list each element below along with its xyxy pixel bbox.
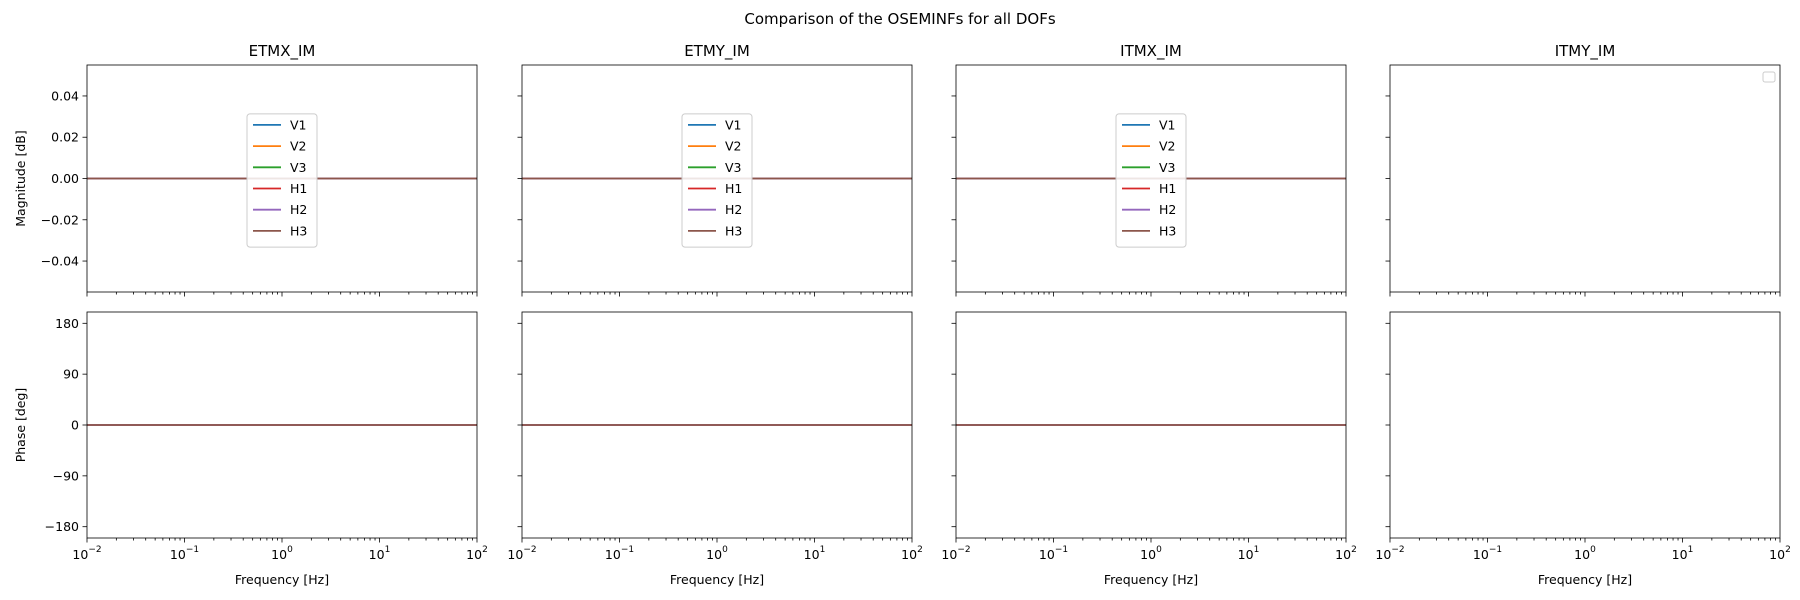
x-tick-label: 100: [1140, 545, 1162, 562]
legend-label-v2: V2: [1159, 139, 1176, 154]
x-axis-label: Frequency [Hz]: [235, 572, 329, 587]
x-tick-label: 102: [1335, 545, 1357, 562]
legend: V1 V2 V3 H1 H2 H3: [1115, 113, 1187, 248]
x-tick-label: 100: [1574, 545, 1596, 562]
x-tick-label: 101: [804, 545, 826, 562]
y-axis-label: Magnitude [dB]: [13, 130, 28, 226]
x-axis-label: Frequency [Hz]: [1104, 572, 1198, 587]
legend-label-v3: V3: [290, 160, 307, 175]
y-tick-label: −90: [53, 468, 79, 483]
panel-etmy_im: ETMY_IM V1 V2 V3 H1 H2 H3 10−2 10−1 100 101 102 Freq…: [507, 42, 922, 587]
legend-label-h3: H3: [290, 223, 307, 238]
x-tick-label: 101: [369, 545, 391, 562]
y-tick-label: 180: [55, 316, 79, 331]
axes-frame: [521, 311, 913, 539]
x-tick-label: 102: [901, 545, 923, 562]
y-tick-label: 0.04: [51, 88, 79, 103]
y-tick-label: 90: [63, 367, 79, 382]
y-tick-label: −0.04: [41, 254, 79, 269]
axes-frame: [86, 64, 478, 293]
legend-label-h2: H2: [1159, 202, 1176, 217]
legend-label-h1: H1: [290, 181, 307, 196]
legend: V1 V2 V3 H1 H2 H3: [681, 113, 753, 248]
y-tick-label: −180: [45, 519, 79, 534]
phase-axes: 10−2 10−1 100 101 102 180 90 0 −90 −180 Phase [deg…: [13, 311, 488, 587]
legend-box: [681, 113, 753, 248]
x-tick-label: 10−1: [605, 545, 634, 562]
panel-title: ITMX_IM: [1120, 42, 1182, 61]
x-axis-label: Frequency [Hz]: [670, 572, 764, 587]
x-axis-label: Frequency [Hz]: [1538, 572, 1632, 587]
x-tick-label: 10−1: [170, 545, 199, 562]
legend-label-v2: V2: [725, 139, 742, 154]
panel-etmx_im: ETMX_IM 0.04 0.02 0.00 −0.02 −0.04 Magnitude […: [13, 42, 488, 587]
axes-frame: [1389, 311, 1781, 539]
phase-axes: 10−2 10−1 100 101 102 Frequency [Hz]: [941, 311, 1357, 587]
x-tick-label: 101: [1238, 545, 1260, 562]
legend-label-h2: H2: [290, 202, 307, 217]
legend-label-h3: H3: [1159, 223, 1176, 238]
legend-label-v2: V2: [290, 139, 307, 154]
axes-frame: [521, 64, 913, 293]
x-tick-label: 102: [466, 545, 488, 562]
figure-suptitle: Comparison of the OSEMINFs for all DOFs: [744, 10, 1055, 28]
y-tick-label: −0.02: [41, 212, 79, 227]
x-tick-label: 10−2: [941, 545, 970, 562]
magnitude-axes: 0.04 0.02 0.00 −0.02 −0.04 Magnitude [dB] V1 V2…: [13, 64, 478, 297]
panel-title: ITMY_IM: [1555, 42, 1616, 61]
legend-label-v3: V3: [725, 160, 742, 175]
axes-frame: [955, 311, 1347, 539]
legend-box: [1115, 113, 1187, 248]
legend-box: [246, 113, 318, 248]
legend-label-v3: V3: [1159, 160, 1176, 175]
x-tick-label: 101: [1672, 545, 1694, 562]
subplot-grid: ETMX_IM 0.04 0.02 0.00 −0.02 −0.04 Magnitude […: [13, 42, 1791, 587]
legend-label-h3: H3: [725, 223, 742, 238]
panel-itmx_im: ITMX_IM V1 V2 V3 H1 H2 H3 10−2 10−1 100 101 102 Freq…: [941, 42, 1356, 587]
phase-axes: 10−2 10−1 100 101 102 Frequency [Hz]: [1375, 311, 1791, 587]
y-tick-label: 0: [71, 418, 79, 433]
x-tick-label: 102: [1769, 545, 1791, 562]
y-tick-label: 0.02: [51, 130, 79, 145]
legend-label-v1: V1: [725, 117, 742, 132]
x-tick-label: 100: [271, 545, 293, 562]
magnitude-axes: V1 V2 V3 H1 H2 H3: [517, 64, 913, 297]
axes-frame: [1389, 64, 1781, 293]
legend-label-v1: V1: [290, 117, 307, 132]
panel-title: ETMY_IM: [684, 42, 750, 61]
y-axis-label: Phase [deg]: [13, 388, 28, 463]
legend-empty: [1762, 71, 1776, 83]
x-tick-label: 10−1: [1473, 545, 1502, 562]
x-tick-label: 10−2: [507, 545, 536, 562]
magnitude-axes: V1 V2 V3 H1 H2 H3: [951, 64, 1347, 297]
phase-axes: 10−2 10−1 100 101 102 Frequency [Hz]: [507, 311, 923, 587]
x-tick-label: 100: [706, 545, 728, 562]
axes-frame: [86, 311, 478, 539]
legend-label-h1: H1: [1159, 181, 1176, 196]
axes-frame: [955, 64, 1347, 293]
magnitude-axes: [1385, 64, 1781, 297]
x-tick-label: 10−1: [1039, 545, 1068, 562]
legend-label-h2: H2: [725, 202, 742, 217]
panel-itmy_im: ITMY_IM 10−2 10−1 100 101 102 Frequency [Hz]: [1375, 42, 1790, 587]
legend-label-h1: H1: [725, 181, 742, 196]
y-tick-label: 0.00: [51, 171, 79, 186]
legend: V1 V2 V3 H1 H2 H3: [246, 113, 318, 248]
panel-title: ETMX_IM: [249, 42, 316, 61]
x-tick-label: 10−2: [1375, 545, 1404, 562]
legend-label-v1: V1: [1159, 117, 1176, 132]
x-tick-label: 10−2: [72, 545, 101, 562]
